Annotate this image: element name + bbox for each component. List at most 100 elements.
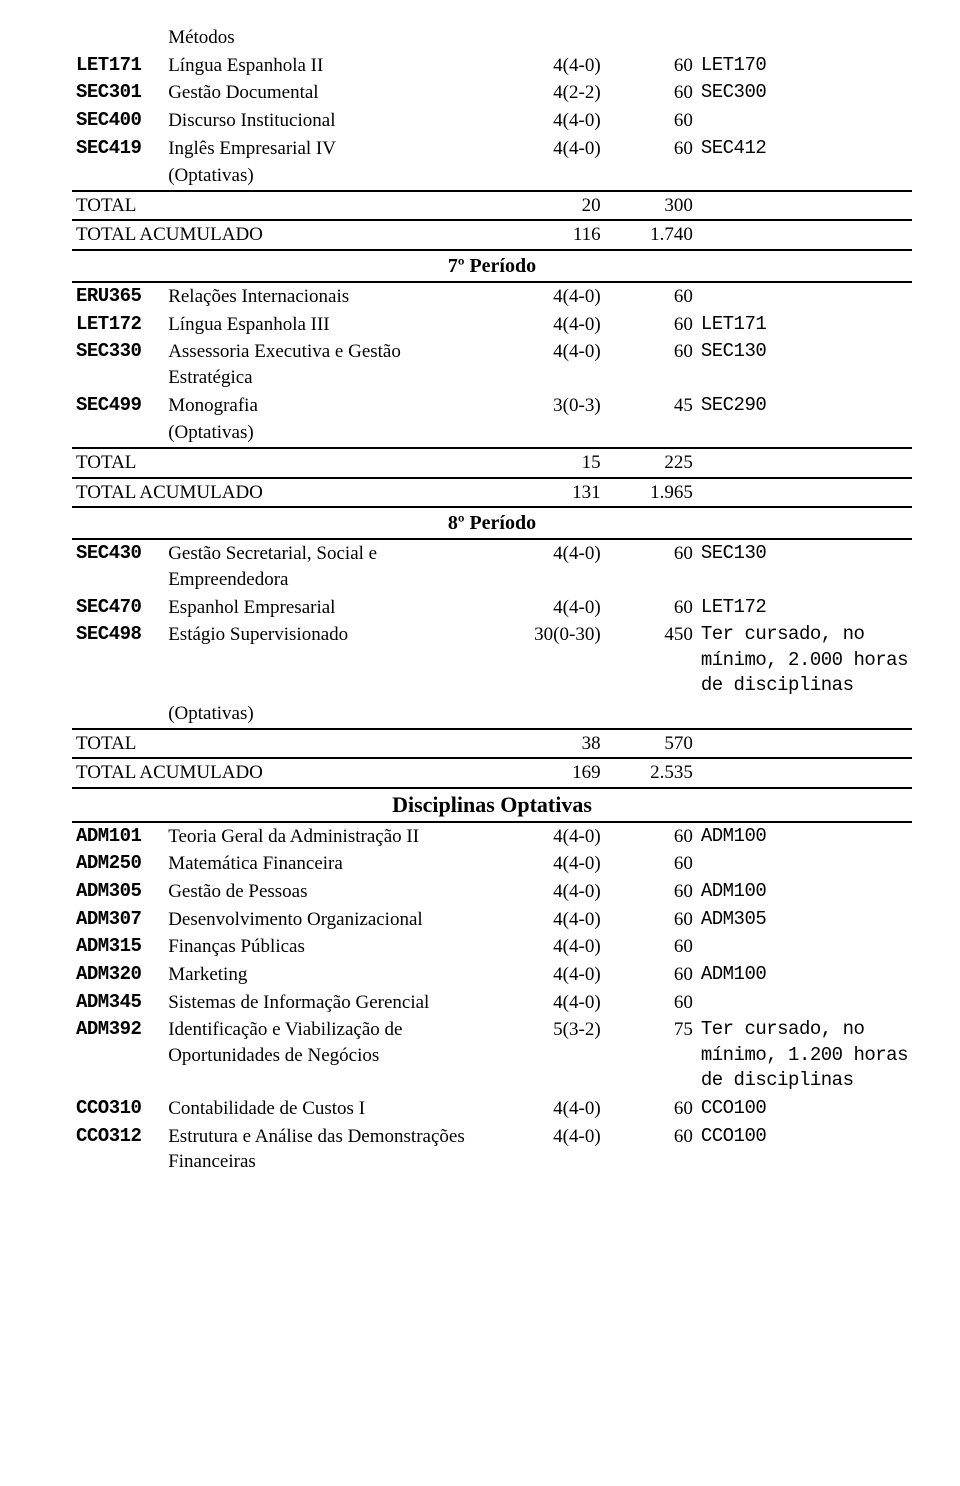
course-code: LET172 xyxy=(72,311,164,339)
period-header-row: 8º Período xyxy=(72,507,912,539)
course-code: SEC400 xyxy=(72,107,164,135)
course-name: Estágio Supervisionado xyxy=(164,621,482,700)
course-load: 4(4-0) xyxy=(482,878,605,906)
course-prereq: Ter cursado, no mínimo, 1.200 horas de d… xyxy=(697,1016,912,1095)
course-name: Espanhol Empresarial xyxy=(164,594,482,622)
course-load: 4(4-0) xyxy=(482,933,605,961)
course-name: Desenvolvimento Organizacional xyxy=(164,906,482,934)
course-load: 3(0-3) xyxy=(482,392,605,420)
acum-hours: 1.965 xyxy=(605,478,697,508)
period-title: 7º Período xyxy=(72,250,912,282)
course-name: Contabilidade de Custos I xyxy=(164,1095,482,1123)
course-code: ERU365 xyxy=(72,282,164,311)
course-prereq: LET172 xyxy=(697,594,912,622)
total-hours: 225 xyxy=(605,448,697,478)
course-hours: 60 xyxy=(605,282,697,311)
acum-hours: 1.740 xyxy=(605,220,697,250)
table-row: SEC419 Inglês Empresarial IV 4(4-0) 60 S… xyxy=(72,135,912,163)
course-load: 4(4-0) xyxy=(482,1095,605,1123)
course-code: SEC498 xyxy=(72,621,164,700)
course-name: Relações Internacionais xyxy=(164,282,482,311)
course-hours: 60 xyxy=(605,822,697,851)
course-load: 4(4-0) xyxy=(482,52,605,80)
course-load: 4(4-0) xyxy=(482,282,605,311)
optativas-header-row: Disciplinas Optativas xyxy=(72,788,912,822)
course-prereq: Ter cursado, no mínimo, 2.000 horas de d… xyxy=(697,621,912,700)
course-prereq: SEC130 xyxy=(697,338,912,391)
course-code: CCO312 xyxy=(72,1123,164,1176)
table-row: LET171 Língua Espanhola II 4(4-0) 60 LET… xyxy=(72,52,912,80)
total-hours: 570 xyxy=(605,729,697,759)
acum-credits: 131 xyxy=(482,478,605,508)
course-hours: 60 xyxy=(605,989,697,1017)
course-hours: 60 xyxy=(605,338,697,391)
course-prereq: CCO100 xyxy=(697,1095,912,1123)
course-name: Gestão de Pessoas xyxy=(164,878,482,906)
acum-row: TOTAL ACUMULADO 116 1.740 xyxy=(72,220,912,250)
course-hours: 60 xyxy=(605,79,697,107)
table-row: ADM320 Marketing 4(4-0) 60 ADM100 xyxy=(72,961,912,989)
course-load: 4(4-0) xyxy=(482,311,605,339)
course-hours: 60 xyxy=(605,1095,697,1123)
course-name: Monografia xyxy=(164,392,482,420)
table-row: ERU365 Relações Internacionais 4(4-0) 60 xyxy=(72,282,912,311)
course-hours: 60 xyxy=(605,850,697,878)
table-row: ADM307 Desenvolvimento Organizacional 4(… xyxy=(72,906,912,934)
course-prereq: ADM100 xyxy=(697,822,912,851)
course-load: 4(4-0) xyxy=(482,1123,605,1176)
course-name: Gestão Secretarial, Social e Empreendedo… xyxy=(164,539,482,593)
table-row: ADM101 Teoria Geral da Administração II … xyxy=(72,822,912,851)
table-row: ADM315 Finanças Públicas 4(4-0) 60 xyxy=(72,933,912,961)
course-prereq: SEC130 xyxy=(697,539,912,593)
course-name: Matemática Financeira xyxy=(164,850,482,878)
course-hours: 60 xyxy=(605,961,697,989)
course-name: Identificação e Viabilização de Oportuni… xyxy=(164,1016,482,1095)
course-code: SEC330 xyxy=(72,338,164,391)
course-prereq xyxy=(697,850,912,878)
course-name: Marketing xyxy=(164,961,482,989)
course-load: 5(3-2) xyxy=(482,1016,605,1095)
course-code: ADM320 xyxy=(72,961,164,989)
table-row: ADM250 Matemática Financeira 4(4-0) 60 xyxy=(72,850,912,878)
course-hours: 450 xyxy=(605,621,697,700)
total-label: TOTAL xyxy=(72,448,482,478)
period-header-row: 7º Período xyxy=(72,250,912,282)
course-name: Discurso Institucional xyxy=(164,107,482,135)
course-prereq: SEC290 xyxy=(697,392,912,420)
course-hours: 60 xyxy=(605,1123,697,1176)
table-row: CCO310 Contabilidade de Custos I 4(4-0) … xyxy=(72,1095,912,1123)
course-prereq: SEC412 xyxy=(697,135,912,163)
course-prereq: ADM305 xyxy=(697,906,912,934)
course-load: 4(4-0) xyxy=(482,135,605,163)
course-name: Gestão Documental xyxy=(164,79,482,107)
course-hours: 75 xyxy=(605,1016,697,1095)
optativas-label: (Optativas) xyxy=(164,700,482,729)
course-code: SEC470 xyxy=(72,594,164,622)
course-hours: 60 xyxy=(605,906,697,934)
optativas-label: (Optativas) xyxy=(164,162,482,191)
acum-label: TOTAL ACUMULADO xyxy=(72,220,482,250)
acum-credits: 169 xyxy=(482,758,605,788)
course-code: SEC499 xyxy=(72,392,164,420)
acum-row: TOTAL ACUMULADO 169 2.535 xyxy=(72,758,912,788)
curriculum-table: Métodos LET171 Língua Espanhola II 4(4-0… xyxy=(72,24,912,1176)
course-code: ADM101 xyxy=(72,822,164,851)
course-code: ADM305 xyxy=(72,878,164,906)
course-prereq: CCO100 xyxy=(697,1123,912,1176)
total-row: TOTAL 15 225 xyxy=(72,448,912,478)
course-prereq xyxy=(697,282,912,311)
table-row: LET172 Língua Espanhola III 4(4-0) 60 LE… xyxy=(72,311,912,339)
course-load: 4(4-0) xyxy=(482,107,605,135)
course-hours: 60 xyxy=(605,311,697,339)
table-row: SEC400 Discurso Institucional 4(4-0) 60 xyxy=(72,107,912,135)
optativas-title: Disciplinas Optativas xyxy=(72,788,912,822)
course-code: ADM250 xyxy=(72,850,164,878)
period-title: 8º Período xyxy=(72,507,912,539)
optativas-row: (Optativas) xyxy=(72,162,912,191)
course-prereq: LET170 xyxy=(697,52,912,80)
table-row: CCO312 Estrutura e Análise das Demonstra… xyxy=(72,1123,912,1176)
acum-hours: 2.535 xyxy=(605,758,697,788)
course-hours: 60 xyxy=(605,933,697,961)
course-name: Inglês Empresarial IV xyxy=(164,135,482,163)
course-load: 4(4-0) xyxy=(482,961,605,989)
